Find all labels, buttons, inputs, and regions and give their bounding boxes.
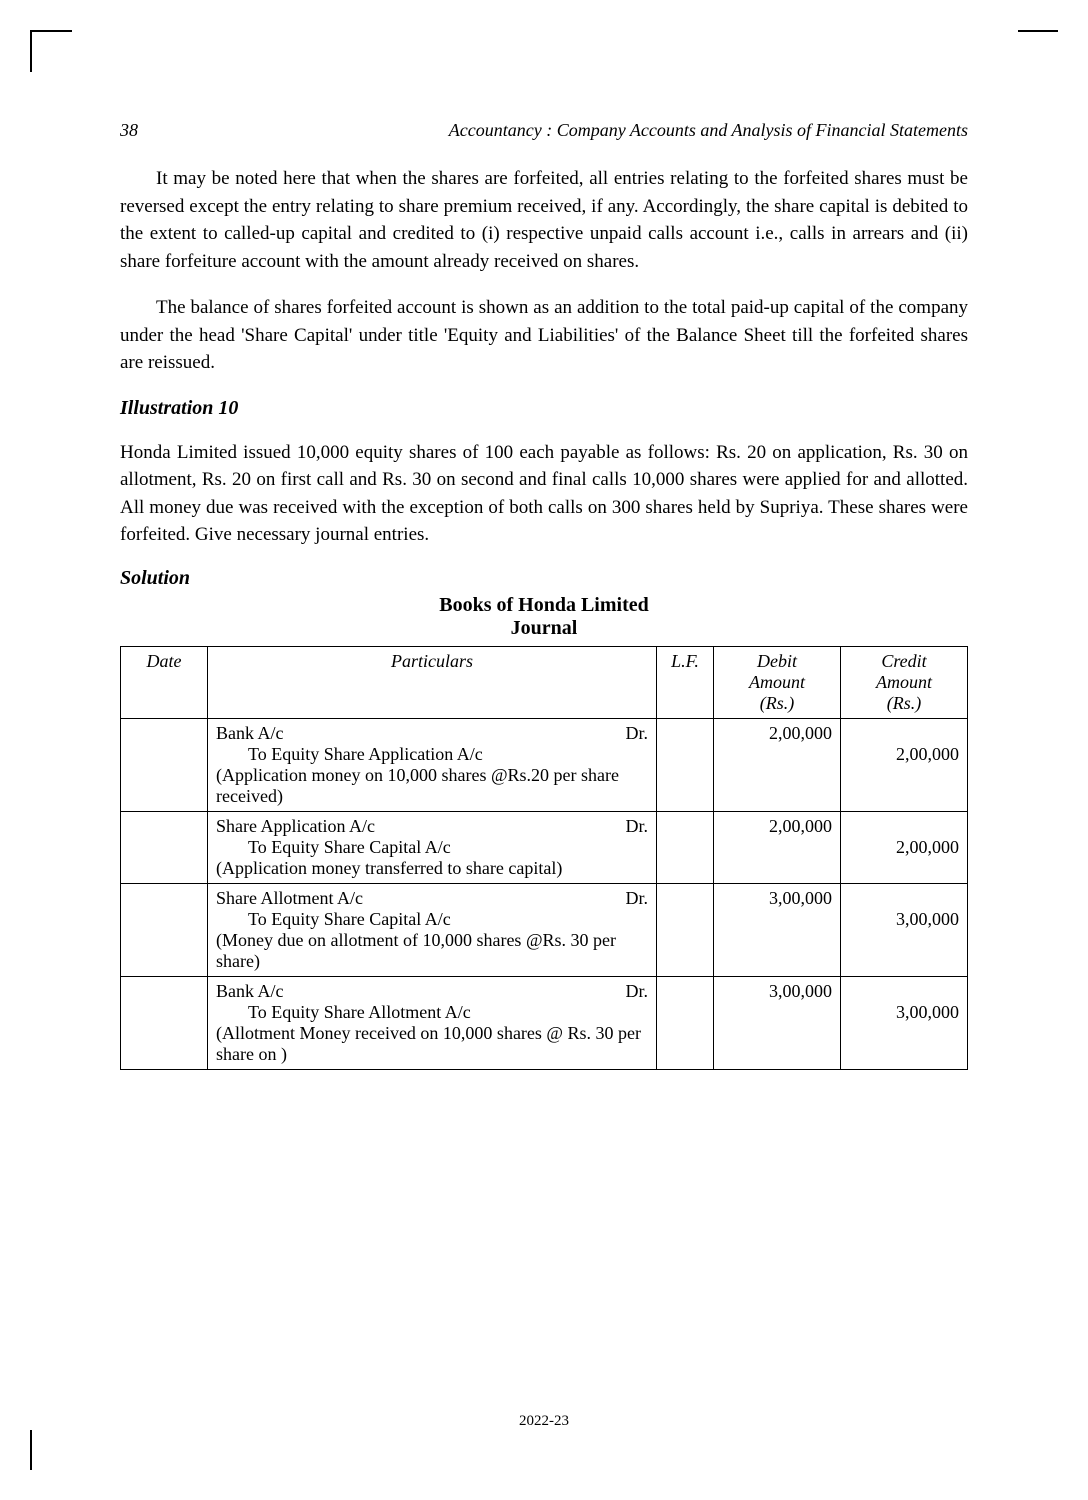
paragraph-1: It may be noted here that when the share… — [120, 165, 968, 275]
entry-to-line: To Equity Share Capital A/c — [216, 837, 648, 858]
journal-title-type: Journal — [120, 617, 968, 640]
entry-to-line: To Equity Share Allotment A/c — [216, 1002, 648, 1023]
cell-particulars: Share Allotment A/c Dr.To Equity Share Ca… — [208, 884, 657, 977]
journal-table: Date Particulars L.F. DebitAmount(Rs.) C… — [120, 646, 968, 1070]
cell-particulars: Bank A/c Dr.To Equity Share Application A… — [208, 719, 657, 812]
cell-debit: 2,00,000 — [714, 719, 841, 812]
col-date-header: Date — [121, 647, 208, 719]
entry-account: Share Allotment A/c — [216, 888, 363, 909]
cell-particulars: Bank A/c Dr.To Equity Share Allotment A/c… — [208, 977, 657, 1070]
cell-date — [121, 812, 208, 884]
entry-main-line: Share Allotment A/c Dr. — [216, 888, 648, 909]
cell-lf — [657, 884, 714, 977]
col-particulars-header: Particulars — [208, 647, 657, 719]
journal-title-company: Books of Honda Limited — [120, 594, 968, 617]
cell-lf — [657, 977, 714, 1070]
paragraph-2: The balance of shares forfeited account … — [120, 294, 968, 377]
footer-year: 2022-23 — [0, 1413, 1088, 1430]
cell-debit: 2,00,000 — [714, 812, 841, 884]
cell-lf — [657, 719, 714, 812]
book-title: Accountancy : Company Accounts and Analy… — [449, 120, 968, 141]
cell-particulars: Share Application A/c Dr.To Equity Share … — [208, 812, 657, 884]
col-lf-header: L.F. — [657, 647, 714, 719]
entry-main-line: Bank A/c Dr. — [216, 981, 648, 1002]
crop-mark-tl — [30, 30, 72, 72]
entry-to-line: To Equity Share Capital A/c — [216, 909, 648, 930]
illustration-text: Honda Limited issued 10,000 equity share… — [120, 439, 968, 549]
entry-dr-label: Dr. — [626, 723, 649, 744]
entry-to-line: To Equity Share Application A/c — [216, 744, 648, 765]
illustration-heading: Illustration 10 — [120, 397, 968, 420]
cell-credit: 3,00,000 — [841, 977, 968, 1070]
entry-account: Bank A/c — [216, 723, 284, 744]
cell-date — [121, 884, 208, 977]
solution-heading: Solution — [120, 567, 968, 590]
cell-credit: 2,00,000 — [841, 719, 968, 812]
col-debit-header: DebitAmount(Rs.) — [714, 647, 841, 719]
table-row: Bank A/c Dr.To Equity Share Allotment A/c… — [121, 977, 968, 1070]
cell-lf — [657, 812, 714, 884]
cell-date — [121, 977, 208, 1070]
col-credit-header: CreditAmount(Rs.) — [841, 647, 968, 719]
running-header: 38 Accountancy : Company Accounts and An… — [120, 120, 968, 141]
entry-dr-label: Dr. — [626, 888, 649, 909]
entry-main-line: Share Application A/c Dr. — [216, 816, 648, 837]
crop-mark-tr — [1018, 30, 1058, 72]
cell-debit: 3,00,000 — [714, 884, 841, 977]
cell-debit: 3,00,000 — [714, 977, 841, 1070]
entry-narration: (Money due on allotment of 10,000 shares… — [216, 930, 648, 972]
cell-credit: 3,00,000 — [841, 884, 968, 977]
entry-main-line: Bank A/c Dr. — [216, 723, 648, 744]
table-row: Share Application A/c Dr.To Equity Share … — [121, 812, 968, 884]
entry-narration: (Application money on 10,000 shares @Rs.… — [216, 765, 648, 807]
entry-narration: (Allotment Money received on 10,000 shar… — [216, 1023, 648, 1065]
table-row: Bank A/c Dr.To Equity Share Application A… — [121, 719, 968, 812]
entry-account: Share Application A/c — [216, 816, 375, 837]
page-content: 38 Accountancy : Company Accounts and An… — [0, 0, 1088, 1070]
entry-dr-label: Dr. — [626, 816, 649, 837]
entry-dr-label: Dr. — [626, 981, 649, 1002]
cell-credit: 2,00,000 — [841, 812, 968, 884]
page-number: 38 — [120, 120, 138, 141]
table-header-row: Date Particulars L.F. DebitAmount(Rs.) C… — [121, 647, 968, 719]
crop-mark-bl — [30, 1430, 72, 1470]
entry-narration: (Application money transferred to share … — [216, 858, 648, 879]
entry-account: Bank A/c — [216, 981, 284, 1002]
table-row: Share Allotment A/c Dr.To Equity Share Ca… — [121, 884, 968, 977]
cell-date — [121, 719, 208, 812]
